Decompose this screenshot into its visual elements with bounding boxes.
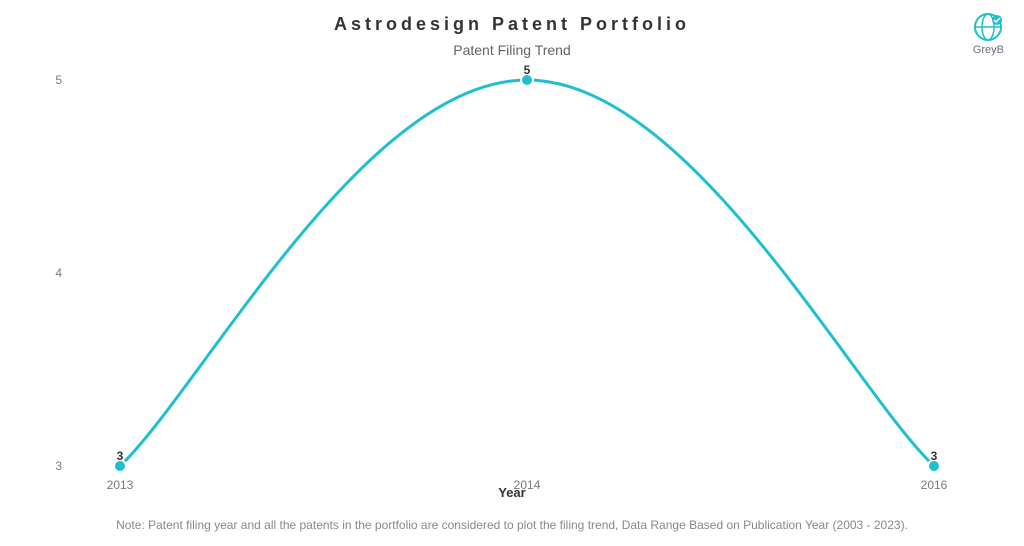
globe-icon: [973, 12, 1003, 42]
data-point-label: 5: [524, 63, 531, 77]
y-tick-label: 5: [26, 73, 62, 87]
chart-subtitle: Patent Filing Trend: [0, 42, 1024, 58]
plot-area: 345201320142016353: [70, 80, 984, 466]
brand-logo-text: GreyB: [973, 44, 1004, 56]
brand-logo: GreyB: [973, 12, 1004, 56]
chart-container: Astrodesign Patent Portfolio Patent Fili…: [0, 0, 1024, 546]
footnote: Note: Patent filing year and all the pat…: [0, 518, 1024, 532]
line-series: [70, 80, 984, 466]
y-tick-label: 3: [26, 459, 62, 473]
data-point-label: 3: [117, 449, 124, 463]
x-axis-label: Year: [0, 485, 1024, 500]
chart-title: Astrodesign Patent Portfolio: [0, 14, 1024, 35]
y-tick-label: 4: [26, 266, 62, 280]
data-point-label: 3: [931, 449, 938, 463]
